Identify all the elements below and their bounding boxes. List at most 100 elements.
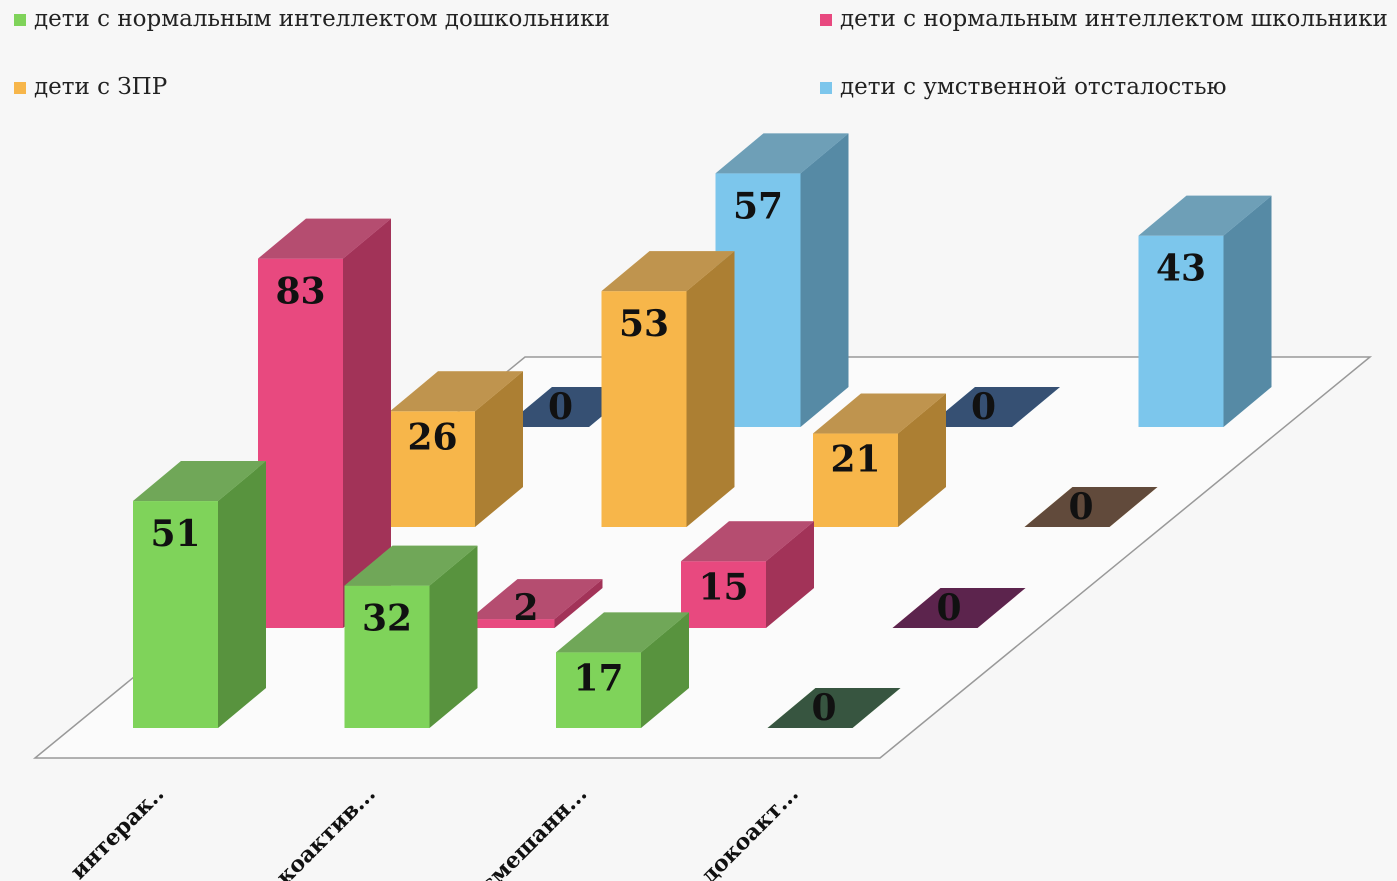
- bar-group: [469, 579, 603, 628]
- data-label: 2: [513, 587, 538, 629]
- bar: [344, 585, 430, 728]
- bar-top-shade: [258, 218, 391, 259]
- bar-side: [800, 133, 849, 427]
- bar-side: [686, 251, 735, 527]
- legend-label: дети с умственной отсталостью: [840, 74, 1227, 100]
- bar: [813, 433, 898, 527]
- bar-top-shade: [1024, 487, 1158, 527]
- data-label: 57: [733, 185, 783, 227]
- x-tick-label: коактив...: [271, 781, 381, 881]
- bar-top-shade: [927, 387, 1060, 427]
- bar-side-shade: [1223, 195, 1272, 427]
- legend-label: дети с нормальным интеллектом школьники: [840, 6, 1388, 32]
- x-tick-label: интерак..: [65, 781, 169, 881]
- bar-side: [218, 461, 266, 728]
- bar-top: [715, 133, 849, 174]
- bar-top: [133, 461, 266, 502]
- bar-side: [1223, 195, 1272, 427]
- bar-group: [1024, 487, 1158, 527]
- bar-group: [390, 371, 523, 527]
- bar-side-shade: [800, 133, 849, 427]
- bar-top-shade: [133, 461, 266, 502]
- data-label: 15: [698, 566, 748, 608]
- legend-label: дети с нормальным интеллектом дошкольник…: [34, 6, 610, 32]
- legend-swatch: [820, 14, 832, 26]
- bar: [556, 652, 641, 728]
- bar-top-shade: [681, 521, 814, 562]
- bar-group: [344, 545, 478, 728]
- x-tick-label: смешанн...: [475, 781, 592, 881]
- data-label: 0: [1068, 486, 1093, 528]
- bar-top: [344, 545, 478, 586]
- bar-side: [343, 218, 391, 628]
- bar-side-shade: [475, 371, 523, 527]
- data-label: 43: [1156, 248, 1206, 290]
- bar-top-shade: [556, 612, 689, 653]
- bar-group: [892, 588, 1026, 628]
- data-label: 26: [407, 416, 457, 458]
- bar-group: [556, 612, 689, 728]
- legend-swatch: [820, 82, 832, 94]
- bar-group: [681, 521, 814, 628]
- data-label: 21: [830, 439, 880, 481]
- data-label: 0: [811, 687, 836, 729]
- data-label: 83: [275, 271, 325, 313]
- bar-group: [813, 393, 946, 527]
- data-label: 51: [150, 513, 200, 555]
- bar-side: [898, 393, 946, 527]
- bar-side-shade: [343, 218, 391, 628]
- bar-top-shade: [892, 588, 1026, 628]
- legend-swatch: [14, 82, 26, 94]
- bar-top: [469, 579, 603, 620]
- bar: [469, 619, 555, 628]
- bar: [258, 258, 343, 628]
- bar-side-shade: [686, 251, 735, 527]
- bar-side-shade: [898, 393, 946, 527]
- data-label: 53: [619, 303, 669, 345]
- bar: [1138, 235, 1224, 427]
- bar-group: [927, 387, 1060, 427]
- bar-group: [715, 133, 849, 427]
- bar-top-shade: [715, 133, 849, 174]
- data-label: 0: [936, 587, 961, 629]
- data-label: 32: [362, 598, 412, 640]
- bar-group: [133, 461, 266, 728]
- bar-top: [681, 521, 814, 562]
- bar: [681, 561, 766, 628]
- bar-top-shade: [344, 545, 478, 586]
- bar-side: [766, 521, 814, 628]
- x-tick-label: докоакт...: [696, 781, 804, 881]
- bar-group: [258, 218, 391, 628]
- data-label: 0: [971, 386, 996, 428]
- bar-top: [556, 612, 689, 653]
- bar-group: [601, 251, 735, 527]
- bar-side-shade: [218, 461, 266, 728]
- data-label: 0: [548, 386, 573, 428]
- bar-group: [767, 688, 901, 728]
- data-label: 17: [573, 657, 623, 699]
- bar-side: [429, 545, 478, 728]
- bar-top-shade: [469, 579, 603, 620]
- legend-label: дети с ЗПР: [34, 74, 167, 100]
- bar-side-shade: [554, 579, 603, 628]
- bar-top-shade: [813, 393, 946, 434]
- bar-side-shade: [641, 612, 689, 728]
- bar-top-shade: [1138, 195, 1272, 236]
- bar-top: [258, 218, 391, 259]
- bar-side: [475, 371, 523, 527]
- bar-top-shade: [601, 251, 735, 292]
- bar-top-shade: [390, 371, 523, 412]
- bar: [133, 501, 218, 728]
- bar-top-shade: [767, 688, 901, 728]
- bar: [390, 411, 475, 527]
- bar-top: [813, 393, 946, 434]
- legend-swatch: [14, 14, 26, 26]
- bar-side: [554, 579, 603, 628]
- bar-top: [390, 371, 523, 412]
- bar-side-shade: [766, 521, 814, 628]
- bar-top: [1138, 195, 1272, 236]
- bar-top: [601, 251, 735, 292]
- bar-side: [641, 612, 689, 728]
- bar-group: [1138, 195, 1272, 427]
